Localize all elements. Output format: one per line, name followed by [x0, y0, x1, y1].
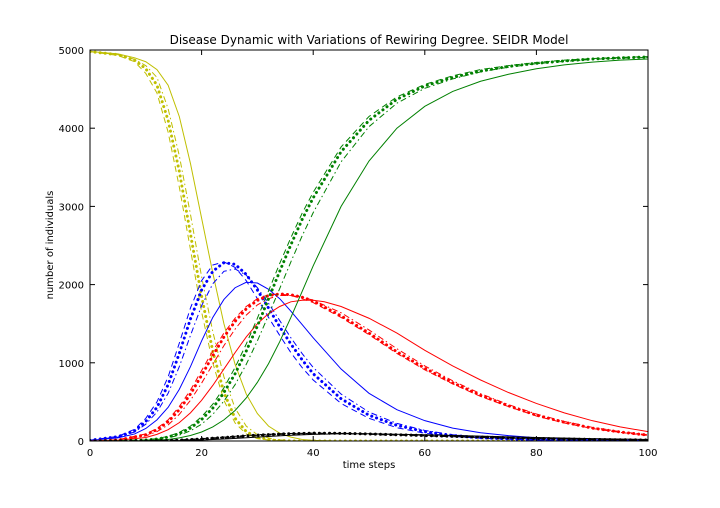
y-tick-label: 5000: [59, 46, 84, 57]
y-tick-label: 3000: [59, 202, 84, 213]
x-tick-label: 20: [195, 448, 208, 459]
series-line-12: [90, 56, 648, 441]
series-line-19: [90, 433, 648, 441]
series-line-10: [90, 295, 648, 441]
series-line-18: [90, 432, 648, 441]
series-line-3: [90, 51, 648, 441]
plot-area: [90, 50, 648, 441]
series-line-2: [90, 51, 648, 441]
series-line-6: [90, 268, 648, 441]
series-line-15: [90, 58, 648, 441]
series-line-1: [90, 50, 648, 441]
x-tick-label: 100: [638, 448, 657, 459]
y-tick-label: 4000: [59, 124, 84, 135]
y-tick-label: 0: [78, 437, 84, 448]
series-line-11: [90, 299, 648, 441]
series-line-13: [90, 55, 648, 441]
x-tick-label: 40: [307, 448, 320, 459]
y-tick-label: 1000: [59, 359, 84, 370]
series-line-14: [90, 56, 648, 441]
series-line-9: [90, 292, 648, 441]
chart-title: Disease Dynamic with Variations of Rewir…: [170, 33, 569, 47]
x-tick-label: 80: [530, 448, 543, 459]
series-line-7: [90, 281, 648, 441]
y-tick-label: 2000: [59, 281, 84, 292]
x-tick-label: 60: [418, 448, 431, 459]
series-line-8: [90, 293, 648, 441]
plot-frame: [89, 49, 649, 442]
x-tick-label: 0: [87, 448, 93, 459]
y-axis-label: number of individuals: [45, 191, 56, 300]
x-axis-label: time steps: [343, 460, 396, 471]
